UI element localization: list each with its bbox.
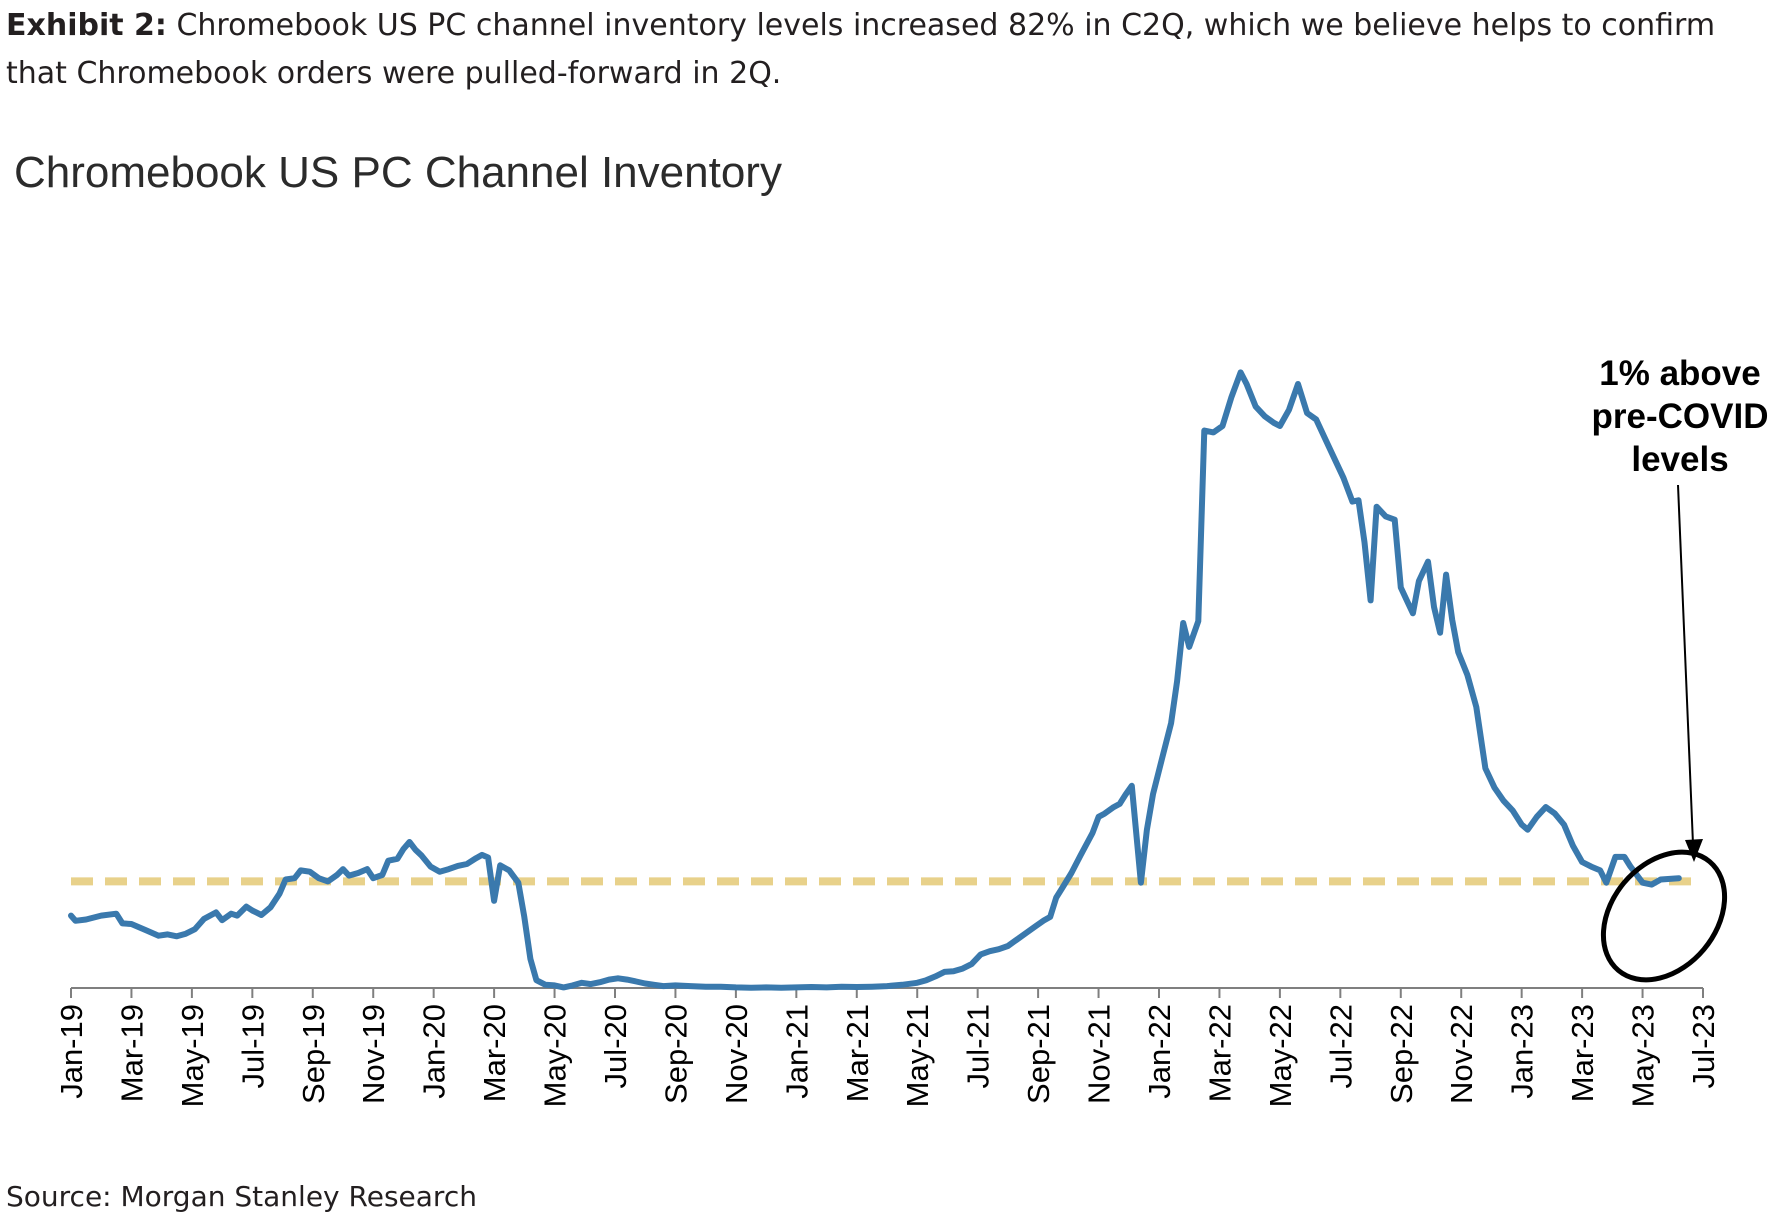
annotation-arrowhead (1685, 839, 1703, 862)
x-tick-label: Jul-23 (1686, 1004, 1721, 1088)
x-tick-label: Sep-21 (1021, 1004, 1056, 1104)
source-note: Source: Morgan Stanley Research (6, 1180, 477, 1213)
x-tick-label: Jul-19 (235, 1004, 270, 1088)
x-tick-label: Sep-22 (1384, 1004, 1419, 1104)
x-tick-label: Mar-23 (1565, 1004, 1600, 1102)
x-tick-label: Mar-22 (1202, 1004, 1237, 1102)
x-tick-label: Nov-22 (1444, 1004, 1479, 1104)
x-tick-label: May-21 (900, 1004, 935, 1107)
inventory-series-line (68, 369, 1682, 991)
x-tick-label: May-22 (1263, 1004, 1298, 1107)
x-tick-label: Jan-20 (417, 1004, 452, 1099)
x-tick-label: Jan-19 (54, 1004, 89, 1099)
annotation-line-1: 1% above (1599, 354, 1761, 393)
chart-title: Chromebook US PC Channel Inventory (14, 148, 782, 197)
annotation-text: 1% above pre-COVID levels (1540, 352, 1786, 481)
x-tick-label: Mar-21 (840, 1004, 875, 1102)
x-tick-label: Jan-21 (779, 1004, 814, 1099)
highlight-circle (1600, 849, 1728, 983)
x-tick-label: Nov-21 (1082, 1004, 1117, 1104)
series-layer (68, 369, 1682, 991)
x-tick-label: Jul-22 (1323, 1004, 1358, 1088)
x-tick-label: Jan-23 (1505, 1004, 1540, 1099)
x-tick-label: Sep-19 (296, 1004, 331, 1104)
x-tick-label: Jan-22 (1142, 1004, 1177, 1099)
x-tick-label: Sep-20 (658, 1004, 693, 1104)
x-tick-label: Jul-20 (598, 1004, 633, 1088)
x-tick-label: May-19 (175, 1004, 210, 1107)
x-tick-label: Jul-21 (961, 1004, 996, 1088)
x-tick-label: May-20 (538, 1004, 573, 1107)
x-axis: Jan-19 Mar-19 May-19 Jul-19 Sep-19 Nov-19 Jan-… (54, 987, 1721, 1107)
x-tick-label: Nov-19 (356, 1004, 391, 1104)
annotation-line-2: pre-COVID (1591, 397, 1769, 436)
x-tick-label: Mar-19 (114, 1004, 149, 1102)
exhibit-text: Chromebook US PC channel inventory level… (6, 8, 1716, 91)
annotation-layer (1600, 484, 1728, 983)
exhibit-label: Exhibit 2: (6, 8, 167, 43)
exhibit-caption: Exhibit 2: Chromebook US PC channel inve… (6, 2, 1780, 98)
annotation-line-3: levels (1631, 440, 1729, 479)
annotation-arrow (1677, 484, 1694, 845)
x-tick-label: Mar-20 (477, 1004, 512, 1102)
x-tick-label: Nov-20 (719, 1004, 754, 1104)
x-tick-label: May-23 (1626, 1004, 1661, 1107)
